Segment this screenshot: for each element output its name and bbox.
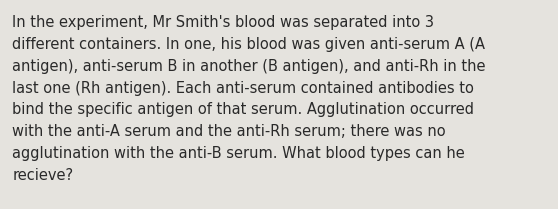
Text: In the experiment, Mr Smith's blood was separated into 3
different containers. I: In the experiment, Mr Smith's blood was … bbox=[12, 15, 486, 183]
